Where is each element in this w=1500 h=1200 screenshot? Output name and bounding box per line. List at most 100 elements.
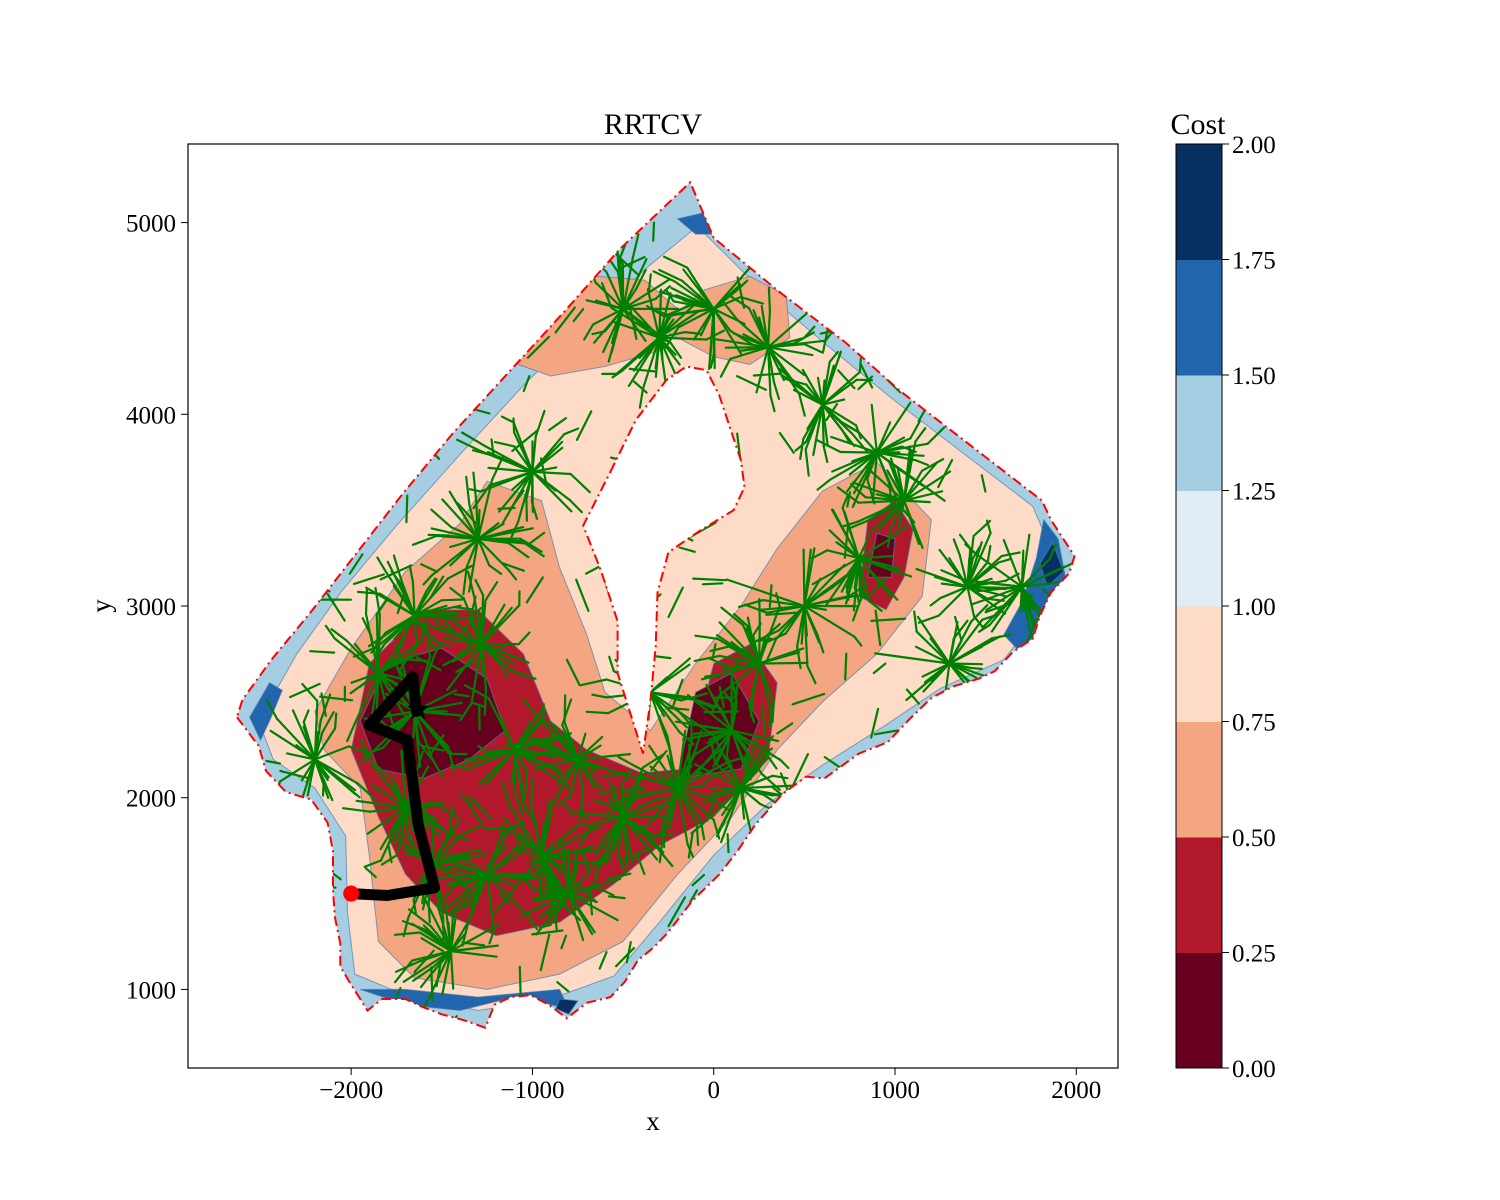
tree-edge [839, 450, 879, 454]
tree-edge [393, 780, 407, 809]
tree-edge [766, 346, 806, 377]
tree-edge [422, 574, 433, 586]
colorbar-bands [1176, 144, 1222, 1069]
tree-edge [646, 288, 661, 339]
tree-edge [576, 845, 594, 853]
tree-edge [857, 556, 871, 603]
tree-edge [617, 755, 641, 770]
tree-edge [953, 615, 963, 643]
tree-edge [757, 735, 775, 757]
tree-edge [778, 431, 795, 454]
tree-edge [531, 435, 537, 473]
tree-edge [846, 491, 852, 508]
tree-edge [811, 556, 860, 586]
tree-edge [484, 845, 508, 869]
tree-edge [616, 852, 627, 875]
tree-edge [708, 729, 734, 741]
tree-edge [614, 946, 636, 968]
tree-edge [803, 343, 824, 354]
colorbar-tick-label: 0.25 [1232, 941, 1276, 968]
tree-edge [825, 556, 860, 606]
tree-edge [440, 598, 464, 602]
tree-edge [841, 429, 851, 444]
boundary [235, 180, 1076, 1029]
tree-edge [964, 543, 978, 556]
tree-edge [828, 350, 839, 364]
tree-edge [462, 565, 468, 596]
tree-edge [732, 612, 749, 628]
tree-edge [561, 849, 568, 870]
tree-edge [539, 457, 548, 484]
tree-edge [449, 949, 455, 990]
tree-edge [386, 560, 416, 617]
tree-edge [712, 729, 734, 768]
tree-edge [709, 763, 733, 779]
tree-edge [821, 398, 846, 406]
tree-edge [567, 892, 599, 904]
tree-edge [507, 740, 524, 752]
tree-edge [540, 851, 579, 857]
tree-edge [531, 470, 572, 476]
tree-edge [513, 790, 524, 816]
tree-edge [321, 778, 325, 797]
tree-edge [494, 898, 507, 914]
tree-edge [525, 497, 529, 522]
tree-edge [396, 593, 405, 615]
tree-edge [631, 233, 640, 260]
tree-edge [502, 816, 543, 857]
tree-edge [858, 431, 879, 454]
tree-edge [411, 580, 416, 617]
tree-edge [966, 560, 989, 588]
tree-edge [579, 678, 608, 687]
tree-edge [539, 933, 551, 972]
tree-edge [711, 642, 717, 660]
tree-edge [547, 417, 568, 432]
tree-edge [531, 470, 573, 513]
tree-edge [796, 382, 824, 406]
tree-edge [615, 336, 661, 375]
tree-edge [693, 763, 743, 790]
tree-edge [837, 369, 856, 390]
x-axis: −2000 −1000 0 1000 2000 [319, 1068, 1101, 1104]
tree-edge [540, 823, 581, 857]
tree-edge [750, 586, 806, 608]
tree-edge [835, 541, 860, 560]
tree-edge [415, 656, 442, 672]
tree-edge [649, 691, 681, 734]
tree-edge [972, 519, 992, 538]
tree-edge [902, 499, 932, 504]
tree-edge [480, 643, 488, 691]
tree-edge [757, 636, 767, 665]
tree-edge [319, 693, 332, 722]
tree-edge [449, 537, 480, 567]
tree-edge [870, 707, 880, 739]
tree-edge [652, 221, 656, 242]
tree-edge [803, 604, 809, 668]
tree-edge [377, 671, 402, 680]
tree-edge [399, 623, 411, 649]
tree-edge [628, 305, 638, 340]
tree-edge [577, 823, 603, 829]
tree-edge [612, 251, 641, 277]
tree-edge [488, 621, 502, 637]
tree-edge [469, 619, 483, 646]
tree-edge [420, 617, 428, 643]
tree-edge [766, 346, 801, 396]
tree-edge [479, 616, 483, 646]
tree-edge [560, 934, 568, 950]
tree-edge [1020, 585, 1035, 627]
tree-edge [371, 671, 380, 716]
tree-edge [538, 716, 561, 732]
tree-edge [964, 579, 1024, 588]
tree-edge [489, 642, 511, 655]
tree-edge [576, 732, 587, 761]
tree-edge [736, 276, 746, 309]
tree-edge [506, 828, 543, 857]
tree-edge [569, 758, 579, 797]
tree-edge [937, 585, 969, 617]
tree-edge [757, 318, 770, 349]
tree-edge [500, 415, 515, 424]
tree-edge [468, 537, 480, 593]
tree-edge [486, 873, 495, 932]
tree-edge [748, 662, 761, 708]
